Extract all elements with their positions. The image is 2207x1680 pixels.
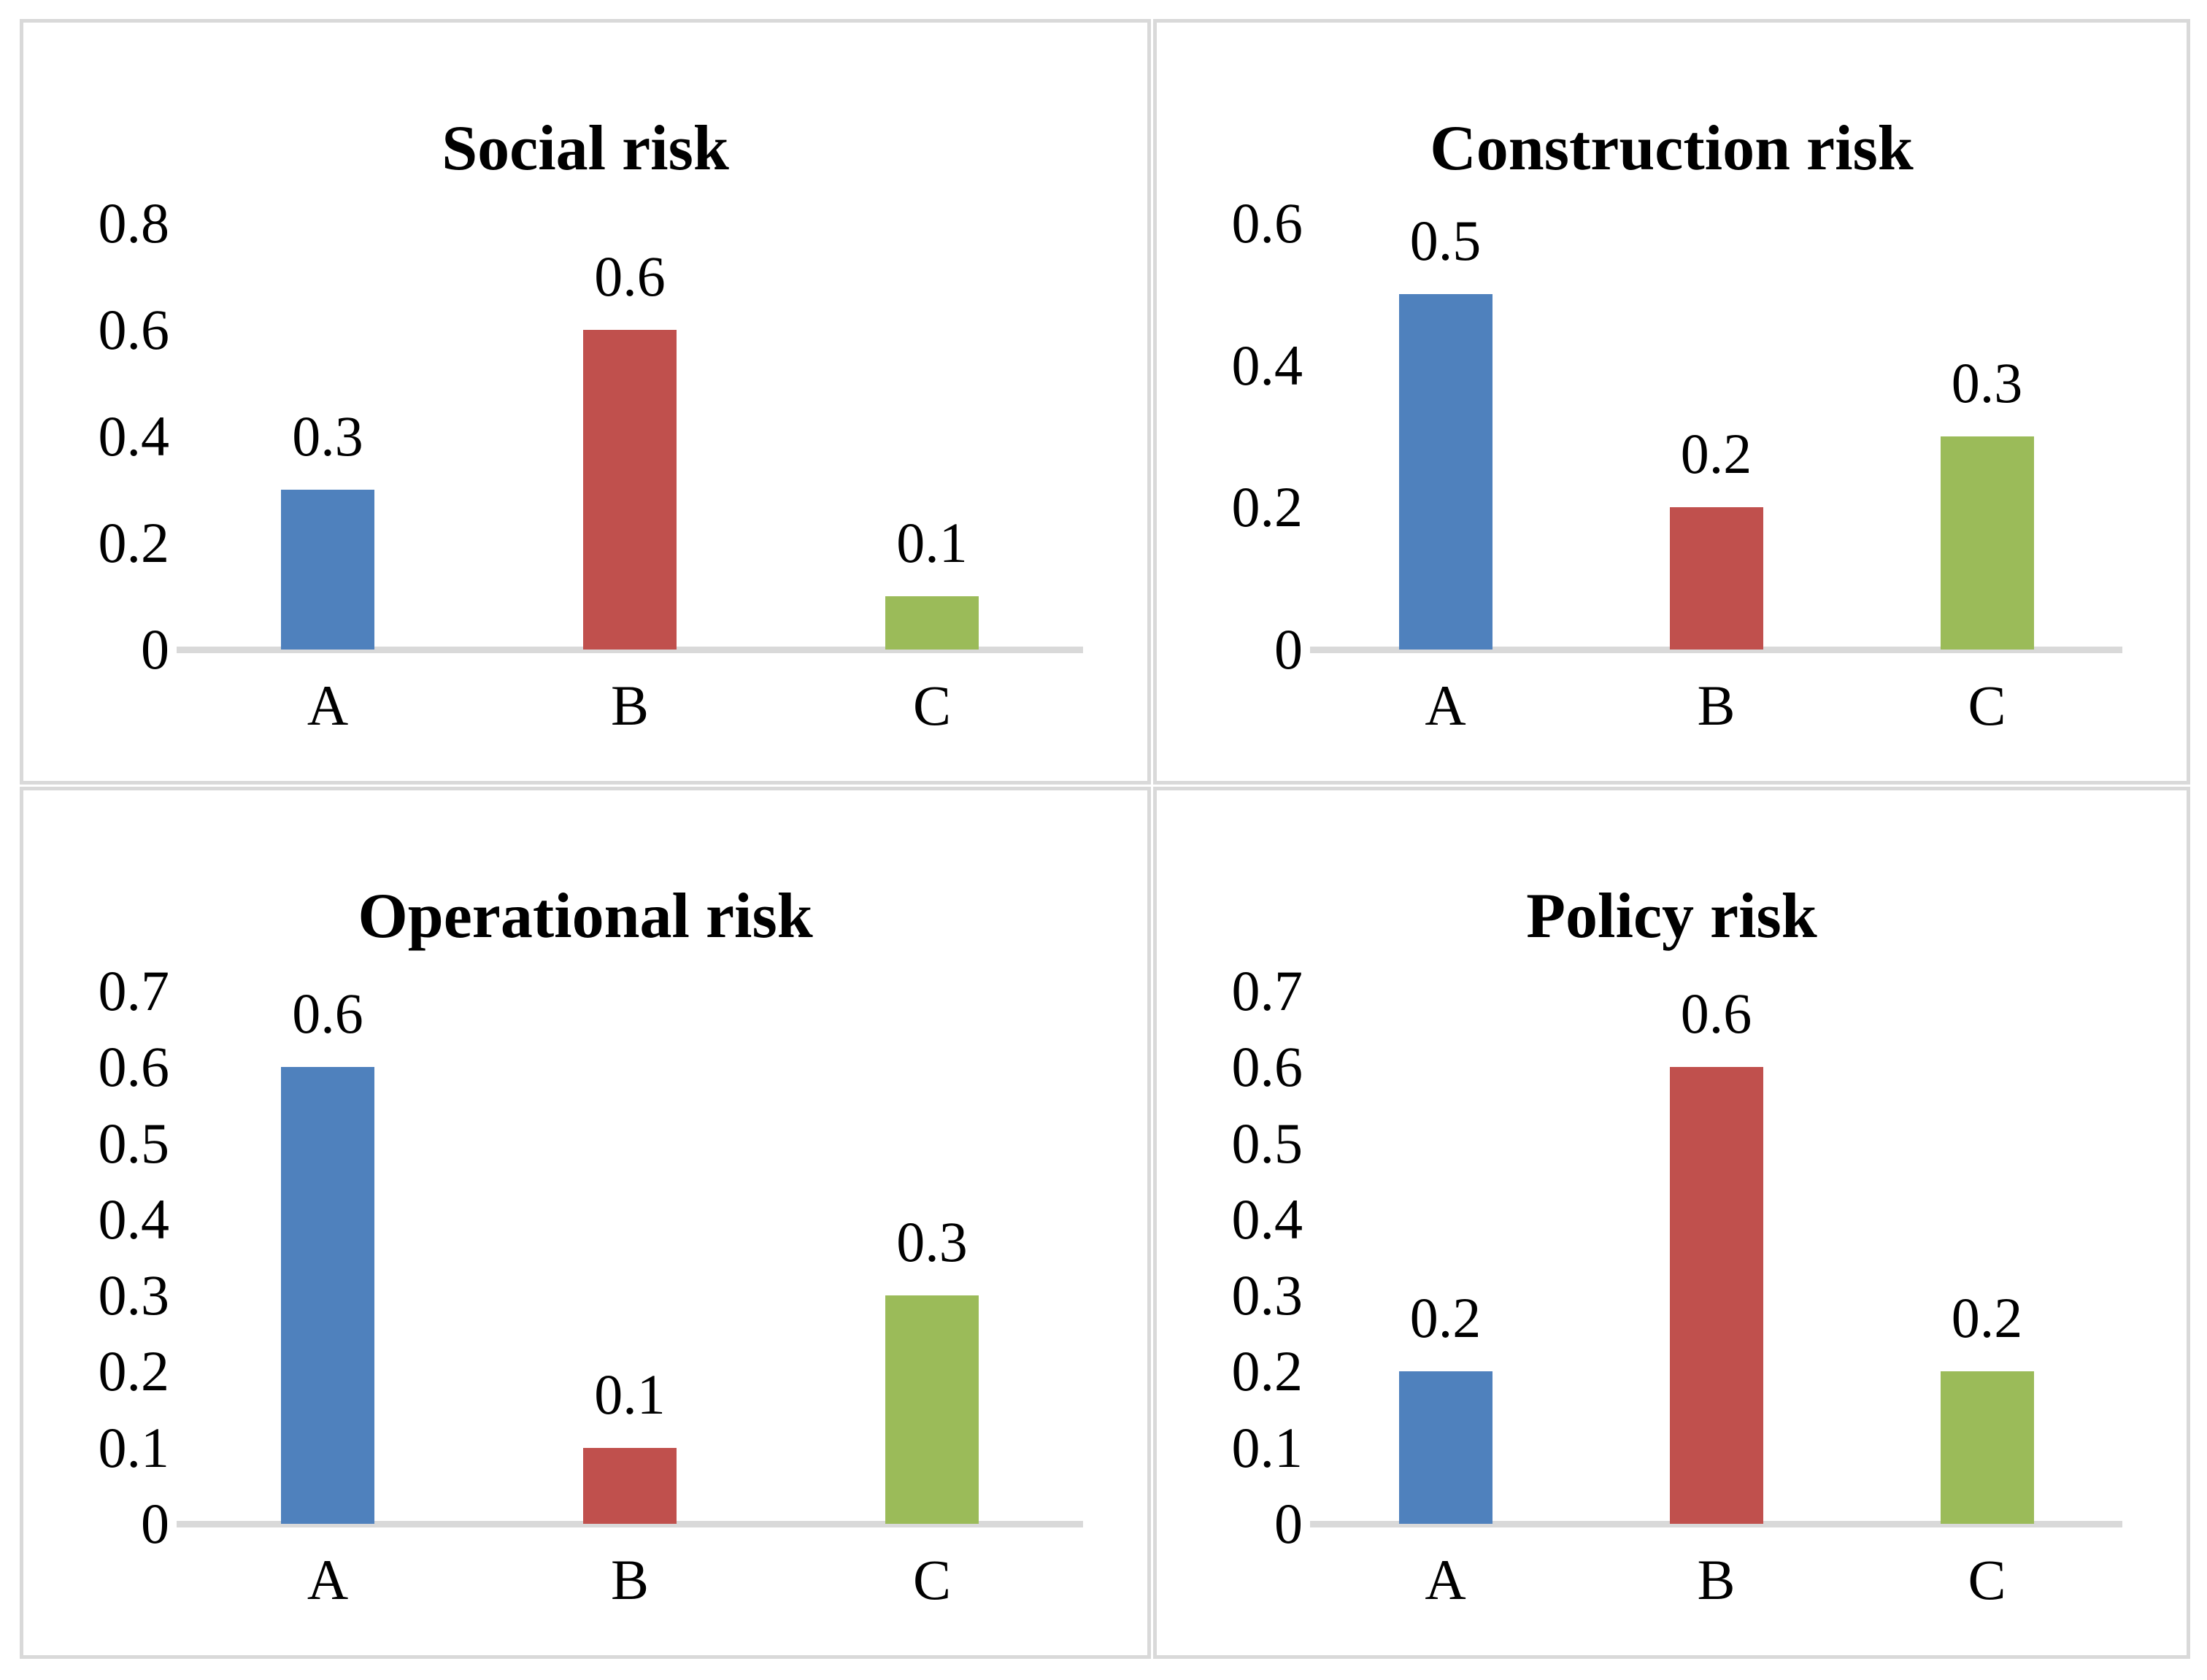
- y-tick-label: 0.8: [98, 191, 170, 255]
- category-label: B: [610, 1548, 650, 1611]
- y-tick-label: 0.6: [1231, 1035, 1303, 1099]
- y-tick-label: 0.6: [1231, 191, 1303, 255]
- category-label: C: [1968, 1548, 2006, 1611]
- bar-value-label: 0.2: [1951, 1286, 2023, 1349]
- chart-title-operational-risk: Operational risk: [358, 881, 813, 952]
- y-tick-label: 0: [1274, 1492, 1303, 1555]
- bar-a: [1398, 1371, 1492, 1524]
- y-tick-label: 0.4: [98, 1187, 170, 1251]
- y-tick-label: 0.4: [1231, 1187, 1303, 1251]
- y-tick-label: 0.4: [1231, 333, 1303, 397]
- x-axis-line: [177, 1521, 1083, 1527]
- y-tick-label: 0.3: [98, 1263, 170, 1328]
- bar-value-label: 0.3: [1951, 351, 2023, 415]
- category-label: C: [1968, 674, 2006, 737]
- bar-b: [1669, 507, 1763, 650]
- bar-a: [1398, 294, 1492, 650]
- y-tick-label: 0: [1274, 617, 1303, 681]
- category-label: A: [307, 674, 349, 737]
- x-axis-line: [1310, 1521, 2122, 1527]
- chart-plot-area-policy-risk: 0.7 0.6 0.5 0.4 0.3 0.2 0.1 0 0.2 A 0.6 B 0.2 C: [1157, 790, 2187, 1655]
- x-axis-line: [177, 647, 1083, 653]
- y-tick-label: 0.1: [98, 1415, 170, 1479]
- y-tick-label: 0.7: [1231, 959, 1303, 1022]
- chart-plot-area-construction-risk: 0.6 0.4 0.2 0 0.5 A 0.2 B 0.3 C: [1157, 23, 2187, 781]
- category-label: C: [912, 674, 952, 737]
- y-tick-label: 0.2: [1231, 475, 1303, 539]
- y-tick-label: 0: [141, 1492, 169, 1555]
- bar-b: [583, 1448, 677, 1524]
- bar-a: [281, 490, 374, 650]
- chart-plot-area-operational-risk: 0.7 0.6 0.5 0.4 0.3 0.2 0.1 0 0.6 A 0.1 B 0.3 C: [23, 790, 1147, 1655]
- bar-value-label: 0.6: [594, 244, 666, 308]
- y-tick-label: 0.4: [98, 404, 170, 468]
- y-tick-label: 0.2: [98, 1339, 170, 1403]
- bar-value-label: 0.1: [896, 511, 968, 574]
- bar-c: [885, 596, 979, 650]
- chart-panel-operational-risk: Operational risk 0.7 0.6 0.5 0.4 0.3 0.2 0.1 0 0…: [20, 787, 1151, 1659]
- category-label: C: [912, 1548, 952, 1611]
- y-tick-label: 0.1: [1231, 1415, 1303, 1479]
- y-tick-label: 0.2: [98, 511, 170, 574]
- bar-value-label: 0.2: [1680, 422, 1752, 485]
- category-label: B: [1697, 1548, 1736, 1611]
- chart-title-social-risk: Social risk: [442, 113, 729, 185]
- bar-a: [281, 1067, 374, 1524]
- chart-title-policy-risk: Policy risk: [1526, 881, 1817, 952]
- chart-plot-area-social-risk: 0.8 0.6 0.4 0.2 0 0.3 A 0.6 B 0.1 C: [23, 23, 1147, 781]
- category-label: A: [1425, 674, 1466, 737]
- bar-value-label: 0.1: [594, 1363, 666, 1426]
- bar-c: [1940, 1371, 2034, 1524]
- bar-value-label: 0.6: [1680, 982, 1752, 1045]
- x-axis-line: [1310, 647, 2122, 653]
- bar-c: [1940, 436, 2034, 650]
- bar-c: [885, 1295, 979, 1524]
- y-tick-label: 0: [141, 617, 169, 681]
- y-tick-label: 0.5: [1231, 1111, 1303, 1175]
- bar-value-label: 0.6: [292, 982, 363, 1045]
- bar-b: [1669, 1067, 1763, 1524]
- bar-value-label: 0.5: [1409, 209, 1482, 272]
- bar-value-label: 0.3: [896, 1210, 968, 1274]
- category-label: B: [1697, 674, 1736, 737]
- y-tick-label: 0.6: [98, 1035, 170, 1099]
- bar-value-label: 0.3: [292, 404, 363, 468]
- y-tick-label: 0.7: [98, 959, 170, 1022]
- y-tick-label: 0.2: [1231, 1339, 1303, 1403]
- category-label: A: [307, 1548, 349, 1611]
- bar-value-label: 0.2: [1409, 1286, 1482, 1349]
- y-tick-label: 0.5: [98, 1111, 170, 1175]
- category-label: A: [1425, 1548, 1466, 1611]
- y-tick-label: 0.3: [1231, 1263, 1303, 1328]
- chart-panel-construction-risk: Construction risk 0.6 0.4 0.2 0 0.5 A 0.2 B 0.3 C: [1153, 19, 2190, 785]
- chart-panel-policy-risk: Policy risk 0.7 0.6 0.5 0.4 0.3 0.2 0.1 0 0.2 A 0.…: [1153, 787, 2190, 1659]
- y-tick-label: 0.6: [98, 298, 170, 361]
- category-label: B: [610, 674, 650, 737]
- bar-b: [583, 330, 677, 650]
- chart-title-construction-risk: Construction risk: [1430, 113, 1914, 185]
- chart-panel-social-risk: Social risk 0.8 0.6 0.4 0.2 0 0.3 A 0.6 B 0.1 C: [20, 19, 1151, 785]
